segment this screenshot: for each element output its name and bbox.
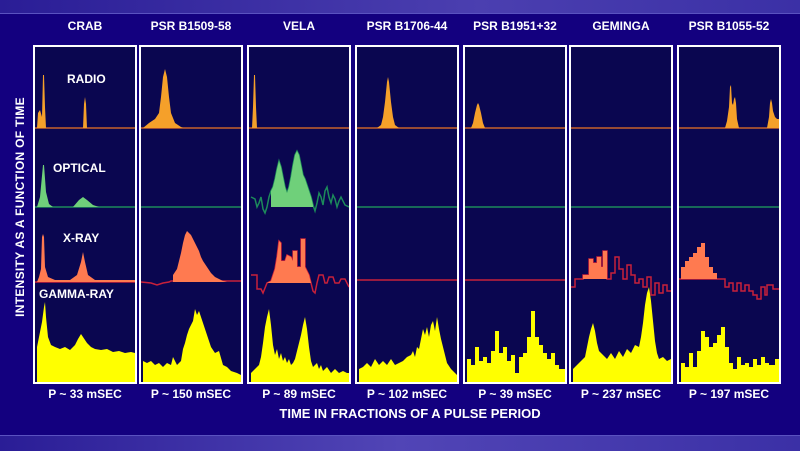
period-b1055: P ~ 197 mSEC bbox=[688, 387, 770, 401]
pulsar-name-crab: CRAB bbox=[67, 19, 103, 33]
x-axis-label: TIME IN FRACTIONS OF A PULSE PERIOD bbox=[279, 406, 541, 421]
period-b1706: P ~ 102 mSEC bbox=[366, 387, 448, 401]
panel-b1706 bbox=[355, 45, 459, 384]
panel-crab: RADIO OPTICAL X-RAY GAMMA-RAY bbox=[33, 45, 137, 384]
period-crab: P ~ 33 mSEC bbox=[48, 387, 122, 401]
panel-geminga bbox=[569, 45, 673, 384]
panel-b1509 bbox=[139, 45, 243, 384]
pulsar-name-b1509: PSR B1509-58 bbox=[150, 19, 232, 33]
pulsar-name-vela: VELA bbox=[282, 19, 315, 33]
pulsar-name-b1706: PSR B1706-44 bbox=[366, 19, 448, 33]
y-axis-label: INTENSITY AS A FUNCTION OF TIME bbox=[13, 97, 27, 317]
bottom-gradient-bar bbox=[0, 435, 800, 451]
panel-b1951 bbox=[463, 45, 567, 384]
panel-b1055 bbox=[677, 45, 781, 384]
pulsar-name-b1951: PSR B1951+32 bbox=[473, 19, 557, 33]
period-vela: P ~ 89 mSEC bbox=[262, 387, 336, 401]
band-label-radio: RADIO bbox=[67, 72, 106, 86]
pulsar-name-geminga: GEMINGA bbox=[592, 19, 650, 33]
period-geminga: P ~ 237 mSEC bbox=[580, 387, 662, 401]
band-label-gamma: GAMMA-RAY bbox=[39, 287, 114, 301]
period-b1509: P ~ 150 mSEC bbox=[150, 387, 232, 401]
period-b1951: P ~ 39 mSEC bbox=[478, 387, 552, 401]
panel-vela bbox=[247, 45, 351, 384]
band-label-optical: OPTICAL bbox=[53, 161, 106, 175]
pulsar-name-b1055: PSR B1055-52 bbox=[688, 19, 770, 33]
top-gradient-bar bbox=[0, 0, 800, 14]
band-label-xray: X-RAY bbox=[63, 231, 100, 245]
